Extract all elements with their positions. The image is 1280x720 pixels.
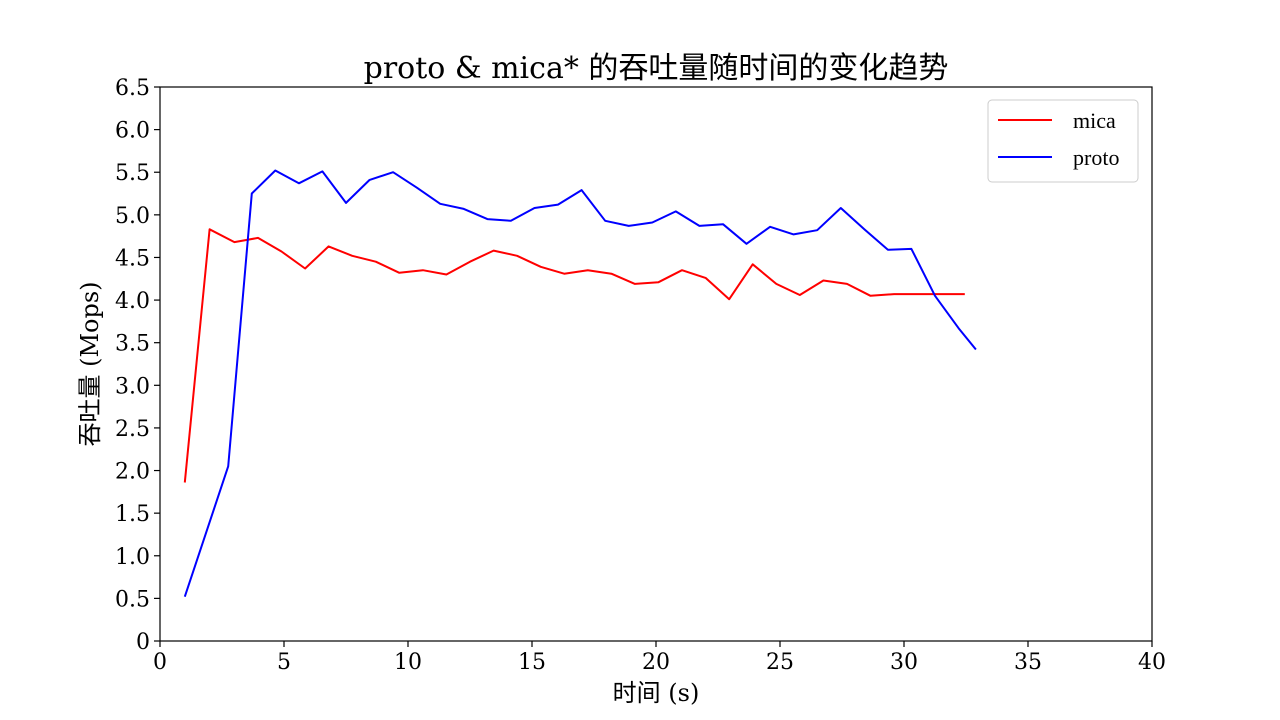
chart-title: proto & mica* 的吞吐量随时间的变化趋势 [364,51,949,86]
y-tick-label: 1.0 [115,545,150,570]
x-tick-label: 0 [153,650,167,675]
legend-label-mica: mica [1073,108,1116,133]
y-tick-label: 6.0 [115,119,150,144]
x-tick-label: 20 [642,650,670,675]
legend: mica proto [987,99,1139,183]
y-tick-label: 0.5 [115,587,150,612]
x-tick-label: 30 [890,650,918,675]
series-line-mica [183,228,965,483]
y-tick-label: 1.5 [115,502,150,527]
x-tick-label: 40 [1138,650,1166,675]
y-tick-label: 2.0 [115,460,150,485]
plot-area [159,86,1153,642]
x-tick-label: 10 [394,650,422,675]
y-tick-label: 6.5 [115,76,150,101]
x-tick-label: 5 [277,650,291,675]
y-tick-label: 0 [136,630,150,655]
y-axis-label: 吞吐量 (Mops) [76,281,104,446]
y-tick-label: 5.0 [115,204,150,229]
series-layer [183,169,977,598]
y-tick-label: 4.0 [115,289,150,314]
x-tick-label: 25 [766,650,794,675]
x-tick-label: 35 [1014,650,1042,675]
y-tick-label: 2.5 [115,417,150,442]
y-tick-label: 4.5 [115,246,150,271]
y-tick-label: 3.5 [115,332,150,357]
y-axis: 0 0.5 1.0 1.5 2.0 2.5 3.0 3.5 4.0 4.5 5.0 5.5 6.0 6.5 [115,76,160,655]
x-axis: 0 5 10 15 20 25 30 35 40 [153,641,1166,675]
x-tick-label: 15 [518,650,546,675]
y-tick-label: 5.5 [115,161,150,186]
y-tick-label: 3.0 [115,374,150,399]
series-line-proto [183,169,977,598]
x-axis-label: 时间 (s) [613,679,700,707]
legend-label-proto: proto [1073,145,1119,170]
